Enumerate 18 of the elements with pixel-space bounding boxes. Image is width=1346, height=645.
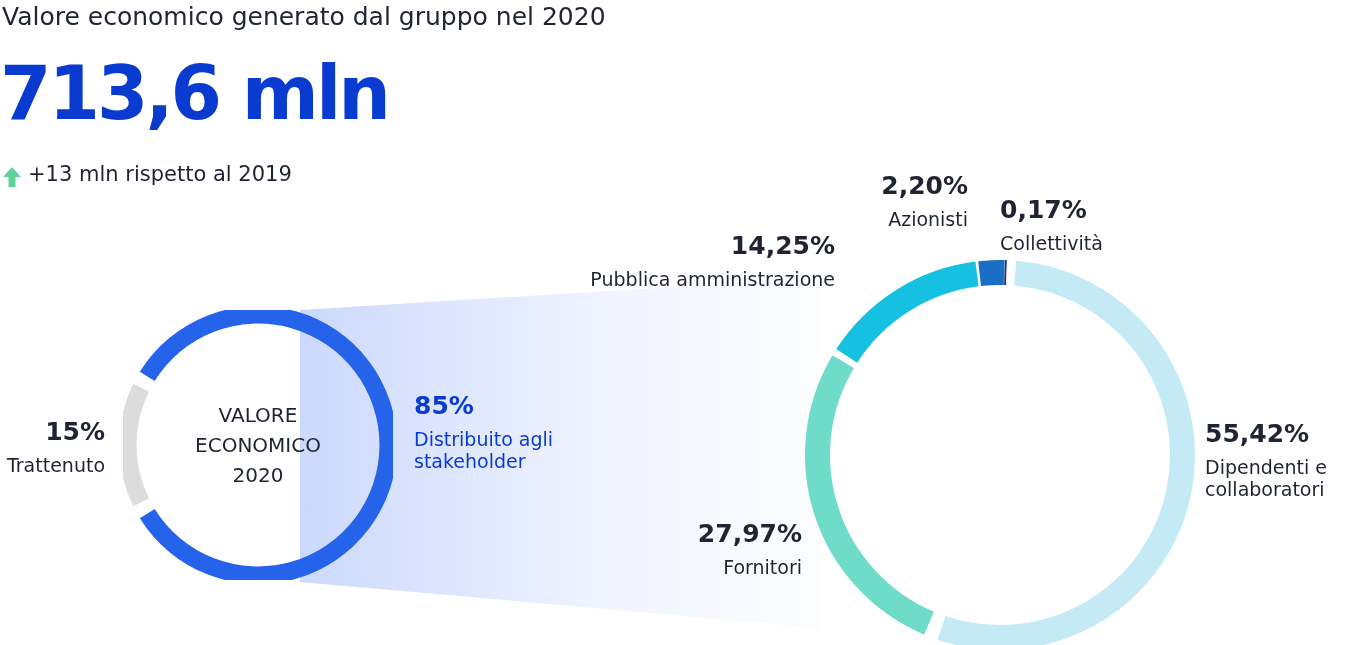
slice-label: Trattenuto [6, 454, 105, 476]
slice-label: Fornitori [722, 556, 802, 578]
text: Valore economico generato dal gruppo nel 2020 [2, 2, 606, 31]
data-label: 0,17% [1000, 195, 1088, 224]
data-label: 55,42% [1205, 419, 1311, 448]
text: 713,6 mln [0, 50, 388, 136]
text: +13 mln rispetto al 2019 [28, 162, 292, 186]
slice-label: Collettività [1000, 232, 1103, 254]
slice-label: Dipendenti e collaboratori [1205, 456, 1328, 500]
slice-label: Pubblica amministrazione [590, 268, 835, 290]
slice-label: Distribuito agli stakeholder [414, 428, 555, 472]
data-label: 85% [414, 391, 475, 420]
slice-label: Azionisti [887, 208, 968, 230]
text: VALORE ECONOMICO 2020 [194, 402, 322, 489]
data-label: 15% [44, 417, 105, 446]
data-label: 2,20% [881, 171, 968, 200]
data-label: 14,25% [729, 231, 835, 260]
data-label: 27,97% [697, 519, 802, 548]
